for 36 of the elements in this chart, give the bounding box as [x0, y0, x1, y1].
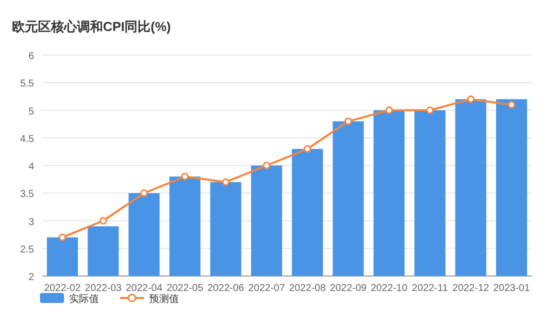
point	[181, 172, 189, 180]
y-tick-label: 4	[28, 162, 34, 172]
point	[508, 100, 516, 108]
x-tick-label: 2022-02	[44, 283, 82, 294]
legend-label: 实际值	[69, 293, 99, 305]
point	[344, 118, 352, 126]
y-tick-label: 3.5	[20, 189, 34, 200]
y-tick-label: 5	[28, 106, 34, 118]
y-tick-label: 4.5	[20, 134, 34, 145]
legend-label: 预测值	[149, 293, 179, 305]
x-tick-label: 2022-09	[330, 283, 368, 294]
x-tick-label: 2022-03	[84, 283, 122, 294]
point	[140, 189, 148, 197]
x-tick-label: 2022-05	[166, 283, 204, 294]
x-tick-label: 2022-07	[248, 283, 286, 294]
x-tick-label: 2023-01	[493, 283, 530, 294]
x-tick-label: 2022-12	[452, 283, 490, 294]
x-tick-label: 2022-10	[370, 283, 408, 294]
point	[222, 178, 230, 186]
y-tick-label: 3	[28, 216, 34, 228]
y-tick-label: 6	[28, 51, 34, 62]
y-tick-label: 5.5	[20, 78, 34, 90]
point	[467, 95, 474, 103]
y-tick-label: 2.5	[20, 244, 34, 256]
point	[100, 217, 107, 224]
x-tick-label: 2022-08	[289, 283, 326, 294]
point	[262, 162, 270, 170]
x-tick-label: 2022-11	[412, 283, 448, 294]
point	[385, 106, 393, 114]
x-tick-label: 2022-06	[207, 283, 245, 294]
point	[426, 106, 434, 114]
x-tick-label: 2022-04	[126, 283, 163, 294]
chart-title: 欧元区核心调和CPI同比(%)	[12, 19, 171, 34]
point	[304, 145, 312, 153]
point	[58, 234, 66, 242]
y-tick-label: 2	[28, 272, 34, 283]
